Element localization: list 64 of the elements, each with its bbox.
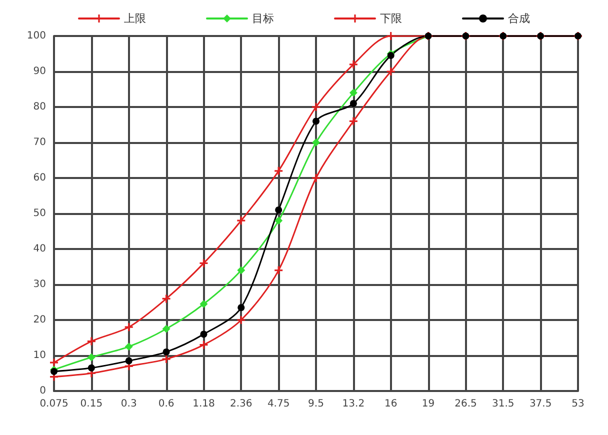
- y-tick-label: 40: [33, 244, 46, 254]
- x-tick-label: 19: [422, 398, 435, 410]
- point: [162, 355, 170, 364]
- point: [312, 103, 320, 111]
- point: [200, 300, 208, 308]
- x-tick-label: 0.3: [120, 398, 137, 410]
- x-tick-label: 31.5: [492, 398, 514, 410]
- x-tick-label: 9.5: [308, 398, 324, 410]
- point: [238, 304, 245, 312]
- y-tick-label: 20: [33, 314, 46, 326]
- point: [274, 266, 283, 274]
- point: [350, 100, 357, 107]
- point: [349, 60, 358, 68]
- legend-label: 下限: [380, 12, 402, 25]
- point: [200, 340, 208, 349]
- point: [50, 358, 58, 367]
- point: [162, 324, 170, 333]
- legend-label: 上限: [124, 12, 146, 25]
- y-tick-label: 0: [40, 386, 46, 396]
- y-tick-label: 50: [33, 208, 46, 219]
- x-tick-label: 53: [572, 398, 584, 410]
- x-tick-label: 37.5: [529, 398, 552, 410]
- point: [87, 337, 96, 346]
- point: [162, 348, 170, 356]
- point: [125, 357, 132, 364]
- x-tick-label: 26.5: [454, 398, 477, 410]
- point: [274, 166, 283, 175]
- point: [275, 206, 282, 214]
- y-tick-label: 60: [33, 172, 46, 184]
- point: [312, 118, 320, 125]
- x-tick-label: 0.6: [158, 398, 174, 410]
- point: [386, 68, 395, 76]
- x-tick-label: 2.36: [230, 398, 252, 410]
- point: [386, 32, 395, 40]
- point: [312, 138, 320, 146]
- point: [274, 216, 283, 225]
- point: [237, 216, 246, 225]
- point: [200, 259, 208, 268]
- x-tick-label: 1.18: [192, 398, 215, 410]
- point: [312, 174, 320, 182]
- legend-label: 合成: [508, 12, 530, 25]
- point: [349, 117, 358, 126]
- y-tick-label: 30: [33, 279, 46, 290]
- point: [124, 342, 133, 351]
- point: [387, 52, 394, 60]
- point: [237, 266, 246, 274]
- point: [87, 353, 96, 362]
- y-tick-label: 90: [33, 66, 46, 77]
- point: [237, 316, 246, 324]
- y-tick-label: 80: [33, 102, 46, 112]
- y-tick-label: 70: [33, 137, 46, 148]
- y-tick-label: 10: [33, 350, 46, 361]
- point: [349, 88, 358, 97]
- point: [124, 323, 133, 332]
- x-tick-label: 4.75: [267, 398, 290, 410]
- point: [200, 330, 208, 338]
- point: [88, 364, 95, 372]
- legend-label: 目标: [252, 12, 274, 25]
- point: [162, 294, 170, 303]
- x-tick-label: 0.15: [80, 398, 103, 410]
- x-tick-label: 13.2: [342, 398, 365, 410]
- x-tick-label: 16: [384, 398, 398, 410]
- x-tick-label: 0.075: [40, 398, 68, 410]
- y-tick-label: 100: [26, 30, 46, 42]
